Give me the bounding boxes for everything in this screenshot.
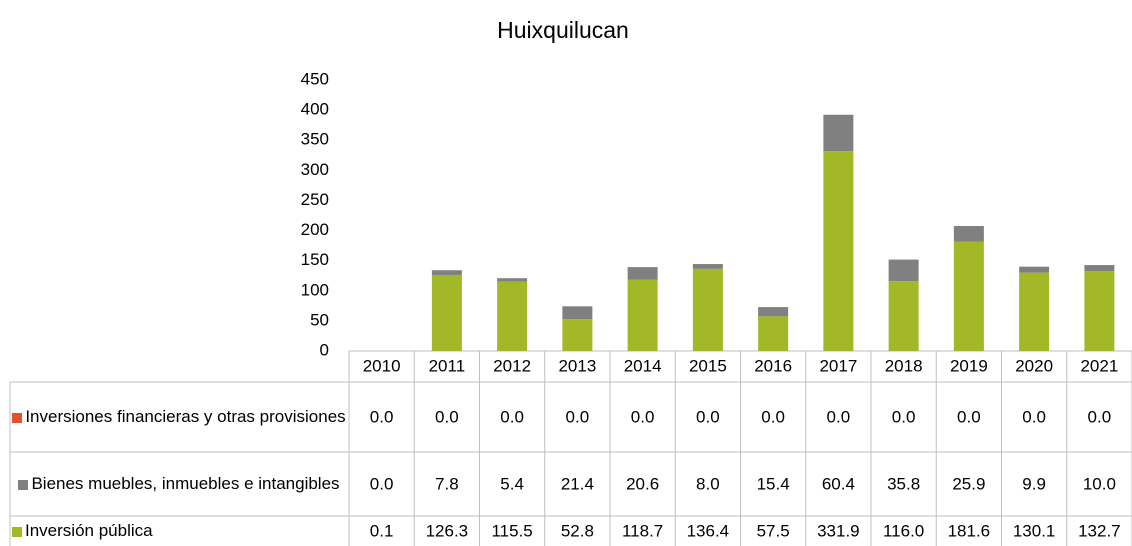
table-value: 0.0 — [761, 407, 785, 426]
table-value: 57.5 — [757, 521, 790, 540]
table-value: 7.8 — [435, 474, 459, 493]
bar-segment — [431, 274, 462, 351]
table-value: 0.0 — [1088, 407, 1112, 426]
table-value: 20.6 — [626, 474, 659, 493]
y-tick-label: 0 — [320, 340, 329, 359]
bar-segment — [888, 281, 919, 351]
legend-label: Inversión pública — [25, 521, 153, 540]
y-tick-label: 250 — [301, 190, 329, 209]
table-value: 331.9 — [817, 521, 860, 540]
table-value: 8.0 — [696, 474, 720, 493]
table-value: 0.1 — [370, 521, 394, 540]
table-value: 118.7 — [622, 521, 663, 540]
bar-segment — [627, 279, 658, 351]
table-value: 130.1 — [1013, 521, 1056, 540]
bar-segment — [431, 270, 462, 275]
x-tick-label: 2014 — [624, 356, 662, 375]
table-value: 0.0 — [957, 407, 981, 426]
y-tick-label: 450 — [301, 69, 329, 88]
chart-title: Huixquilucan — [497, 17, 629, 43]
x-tick-label: 2021 — [1080, 356, 1118, 375]
table-value: 132.7 — [1078, 521, 1121, 540]
table-value: 9.9 — [1022, 474, 1046, 493]
table-value: 136.4 — [687, 521, 730, 540]
table-value: 116.0 — [883, 521, 924, 540]
legend-entry: Bienes muebles, inmuebles e intangibles — [12, 452, 346, 516]
bar-segment — [562, 306, 593, 320]
table-value: 0.0 — [566, 407, 590, 426]
x-tick-label: 2020 — [1015, 356, 1053, 375]
table-value: 0.0 — [892, 407, 916, 426]
y-tick-label: 350 — [301, 130, 329, 149]
bar-segment — [692, 268, 723, 351]
y-tick-label: 100 — [301, 280, 329, 299]
x-tick-label: 2015 — [689, 356, 727, 375]
bar-segment — [692, 264, 723, 269]
bar-segment — [497, 278, 528, 282]
y-tick-label: 400 — [301, 100, 329, 119]
bar-segment — [758, 307, 789, 317]
x-tick-label: 2012 — [493, 356, 531, 375]
table-value: 60.4 — [822, 474, 855, 493]
legend-entry: Inversiones financieras y otras provisio… — [12, 382, 346, 452]
y-tick-label: 150 — [301, 250, 329, 269]
table-value: 0.0 — [500, 407, 524, 426]
bar-segment — [497, 281, 528, 351]
bar-segment — [1019, 266, 1050, 273]
x-tick-label: 2018 — [885, 356, 923, 375]
legend-swatch — [18, 479, 29, 490]
y-tick-label: 300 — [301, 160, 329, 179]
table-value: 0.0 — [370, 407, 394, 426]
legend-entry: Inversión pública — [12, 516, 346, 546]
bar-segment — [823, 151, 854, 351]
table-value: 0.0 — [1022, 407, 1046, 426]
x-tick-label: 2013 — [558, 356, 596, 375]
table-value: 21.4 — [561, 474, 594, 493]
table-value: 25.9 — [952, 474, 985, 493]
table-value: 115.5 — [491, 521, 532, 540]
y-tick-label: 200 — [301, 220, 329, 239]
x-tick-label: 2016 — [754, 356, 792, 375]
table-value: 0.0 — [435, 407, 459, 426]
bar-segment — [1019, 272, 1050, 351]
bar-segment — [1084, 271, 1115, 351]
table-value: 15.4 — [757, 474, 790, 493]
table-value: 181.6 — [948, 521, 991, 540]
legend-swatch — [12, 412, 23, 423]
bar-segment — [627, 267, 658, 280]
bar-segment — [758, 316, 789, 351]
table-value: 0.0 — [827, 407, 851, 426]
bar-segment — [953, 241, 984, 351]
table-value: 5.4 — [500, 474, 524, 493]
table-value: 52.8 — [561, 521, 594, 540]
table-value: 35.8 — [887, 474, 920, 493]
legend-label: Inversiones financieras y otras provisio… — [25, 407, 346, 426]
legend-swatch — [12, 526, 22, 537]
legend-label: Bienes muebles, inmuebles e intangibles — [31, 474, 340, 493]
bar-segment — [953, 226, 984, 242]
y-tick-label: 50 — [310, 310, 329, 329]
bar-segment — [562, 319, 593, 351]
table-value: 126.3 — [426, 521, 469, 540]
table-value: 10.0 — [1083, 474, 1116, 493]
x-tick-label: 2011 — [429, 356, 466, 375]
x-tick-label: 2017 — [819, 356, 857, 375]
table-value: 0.0 — [631, 407, 655, 426]
x-tick-label: 2010 — [363, 356, 401, 375]
table-value: 0.0 — [370, 474, 394, 493]
table-value: 0.0 — [696, 407, 720, 426]
x-tick-label: 2019 — [950, 356, 988, 375]
bar-segment — [1084, 265, 1115, 272]
bar-segment — [888, 259, 919, 282]
bar-segment — [823, 114, 854, 152]
